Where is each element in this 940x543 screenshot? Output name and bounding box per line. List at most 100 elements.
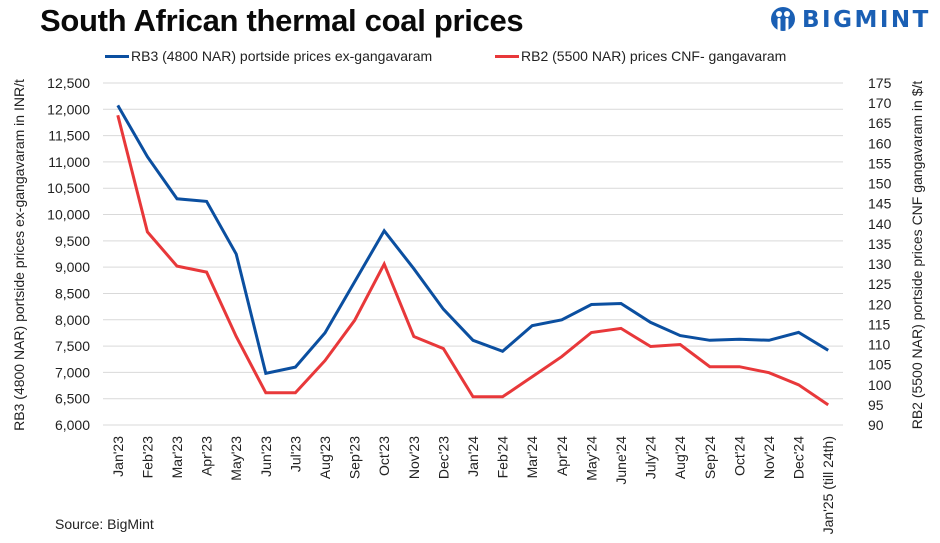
right-axis-tick-label: 95 [868,397,884,413]
x-axis-tick-label: Jun'23 [258,436,274,477]
data-point-rb2 [560,355,563,358]
data-point-rb3 [501,350,504,353]
data-point-rb3 [412,267,415,270]
data-point-rb2 [324,359,327,362]
x-axis-tick-label: Aug'24 [672,436,688,479]
data-point-rb3 [205,200,208,203]
series-lines [116,104,830,407]
left-axis-tick-label: 7,000 [55,364,90,380]
x-axis-tick-label: Jan'23 [110,436,126,477]
x-axis-tick-label: Jan'24 [465,436,481,477]
left-axis-tick-label: 11,000 [48,154,90,170]
right-axis-tick-label: 135 [868,236,892,252]
data-point-rb2 [708,365,711,368]
right-axis-tick-label: 120 [868,296,892,312]
right-axis-tick-label: 150 [868,176,892,192]
gridlines [103,82,843,426]
bigmint-logo: BIGMINT [770,6,931,34]
data-point-rb2 [738,365,741,368]
data-point-rb2 [205,271,208,274]
right-axis-tick-label: 140 [868,216,892,232]
right-axis-tick-label: 115 [868,316,891,332]
left-axis-tick-label: 10,000 [47,207,90,223]
x-axis-tick-label: Jan'25 (till 24th) [820,436,836,534]
x-axis-tick-label: Dec'24 [791,436,807,479]
right-axis-tick-label: 90 [868,417,884,433]
data-point-rb3 [264,372,267,375]
data-point-rb2 [649,345,652,348]
data-point-rb3 [679,334,682,337]
legend-swatch-rb2 [495,54,519,58]
x-axis-tick-label: Sep'23 [347,436,363,479]
left-axis-tick-label: 8,500 [55,285,90,301]
data-point-rb3 [116,104,119,107]
x-axis-tick-label: Oct'23 [376,436,392,476]
data-point-rb3 [620,302,623,305]
x-axis-tick-label: Feb'23 [139,436,155,479]
legend-item-rb3: RB3 (4800 NAR) portside prices ex-gangav… [105,48,432,64]
source-note: Source: BigMint [55,516,154,532]
right-axis-tick-label: 155 [868,155,892,171]
x-axis-tick-label: Apr'24 [554,436,570,476]
chart-title: South African thermal coal prices [40,3,524,38]
left-axis-tick-label: 10,500 [47,180,90,196]
data-point-rb3 [708,339,711,342]
data-point-rb3 [590,303,593,306]
right-axis-ticks: 90 95 100 105 110 115 120 125 130 135 140 145 150 155… [868,75,892,433]
data-point-rb2 [353,319,356,322]
right-axis-tick-label: 125 [868,276,892,292]
right-axis-tick-label: 100 [868,377,892,393]
x-axis-tick-label: Sep'24 [702,436,718,479]
data-point-rb3 [738,338,741,341]
data-point-rb3 [472,339,475,342]
right-axis-title: RB2 (5500 NAR) portside prices CNF ganga… [909,81,925,430]
data-point-rb2 [797,383,800,386]
data-point-rb2 [768,371,771,374]
data-point-rb2 [531,375,534,378]
left-axis-tick-label: 9,000 [55,259,90,275]
left-axis-tick-label: 11,500 [48,128,90,144]
data-point-rb2 [472,395,475,398]
data-point-rb2 [501,395,504,398]
right-axis-tick-label: 105 [868,357,892,373]
data-point-rb3 [146,155,149,158]
left-axis-tick-label: 12,500 [47,75,90,91]
left-axis-title: RB3 (4800 NAR) portside prices ex-gangav… [11,79,27,431]
x-axis-tick-label: Mar'24 [524,436,540,479]
data-point-rb2 [294,391,297,394]
x-axis-tick-label: Aug'23 [317,436,333,479]
x-axis-tick-label: June'24 [613,436,629,485]
right-axis-tick-label: 160 [868,135,892,151]
data-point-rb3 [531,324,534,327]
data-point-rb2 [383,263,386,266]
data-point-rb3 [442,308,445,311]
x-axis-tick-label: Nov'23 [406,436,422,479]
x-axis-tick-label: May'23 [228,436,244,481]
data-point-rb2 [412,335,415,338]
right-axis-tick-label: 110 [868,337,891,353]
right-axis-tick-label: 175 [868,75,892,91]
data-point-rb2 [620,327,623,330]
left-axis-tick-label: 9,500 [55,233,90,249]
x-axis-ticks: Jan'23 Feb'23 Mar'23 Apr'23 May'23 Jun'23 Jul'… [110,436,836,535]
left-axis-ticks: 6,000 6,500 7,000 7,500 8,000 8,500 9,000 9,500… [47,75,90,433]
data-point-rb2 [442,347,445,350]
x-axis-tick-label: Nov'24 [761,436,777,479]
x-axis-tick-label: Feb'24 [495,436,511,479]
series-line-rb2 [116,114,830,407]
x-axis-tick-label: Dec'23 [435,436,451,479]
data-point-rb3 [797,331,800,334]
data-point-rb3 [560,318,563,321]
data-point-rb2 [590,331,593,334]
data-point-rb2 [827,403,830,406]
right-axis-tick-label: 145 [868,196,892,212]
legend-swatch-rb3 [105,54,129,58]
right-axis-tick-label: 165 [868,115,892,131]
x-axis-tick-label: May'24 [583,436,599,481]
right-axis-tick-label: 130 [868,256,892,272]
data-point-rb3 [353,280,356,283]
legend-label-rb2: RB2 (5500 NAR) prices CNF- gangavaram [521,48,787,64]
x-axis-tick-label: July'24 [643,436,659,479]
x-axis-tick-label: Jul'23 [287,436,303,472]
